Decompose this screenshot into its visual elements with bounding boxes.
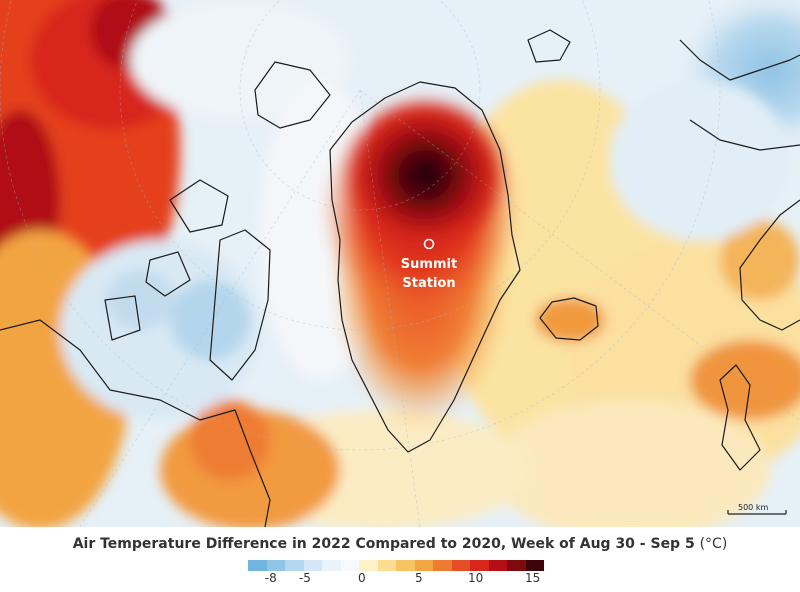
north-america-coastline [0,319,271,527]
legend-tick-label: 10 [468,571,484,585]
colorbar-swatch [340,560,359,571]
summit-station: Summit Station [401,238,457,291]
colorbar-swatch [285,560,304,571]
colorbar-swatch [322,560,341,571]
summit-station-label-line1: Summit [401,257,457,272]
colorbar-swatch [266,560,285,571]
archipelago-islands [104,179,229,341]
scale-bar: 500 km [727,503,787,515]
legend-colorbar [248,560,544,571]
summit-station-label-line2: Station [402,276,455,291]
britain-coastline [719,364,761,471]
siberia-coastline [679,39,800,151]
colorbar-swatch [359,560,378,571]
colorbar-swatch [377,560,396,571]
legend-tick-label: 15 [524,571,541,585]
graticule [0,0,800,527]
colorbar-swatch [396,560,415,571]
colorbar-swatch [525,560,544,571]
baffin-coastline [209,229,271,381]
colorbar-swatch [470,560,489,571]
iceland-coastline [539,297,599,341]
temperature-anomaly-map: Summit Station 500 km [0,0,800,527]
legend-title-text: Air Temperature Difference in 2022 Compa… [72,536,695,552]
colorbar-swatch [451,560,470,571]
scandinavia-coastline [739,199,800,331]
colorbar-swatch [414,560,433,571]
legend-tick-label: 5 [414,571,423,585]
legend-tick-label: -5 [298,571,311,585]
ellesmere-coastline [254,61,331,129]
colorbar-swatch [433,560,452,571]
legend-tick-label: 0 [358,571,366,585]
summit-station-marker [423,238,435,250]
colorbar-swatch [303,560,322,571]
scale-bar-label: 500 km [738,503,768,512]
legend-unit: (°C) [699,536,728,552]
colorbar-swatch [488,560,507,571]
colorbar-swatch [248,560,267,571]
legend-title: Air Temperature Difference in 2022 Compa… [0,536,800,552]
legend-tick-label: -8 [264,571,277,585]
colorbar-swatch [507,560,526,571]
coastlines [0,29,800,527]
greenland-coastline [329,81,521,453]
svalbard-coastline [527,29,571,63]
legend: Air Temperature Difference in 2022 Compa… [0,527,800,592]
anomaly-field [0,0,800,527]
